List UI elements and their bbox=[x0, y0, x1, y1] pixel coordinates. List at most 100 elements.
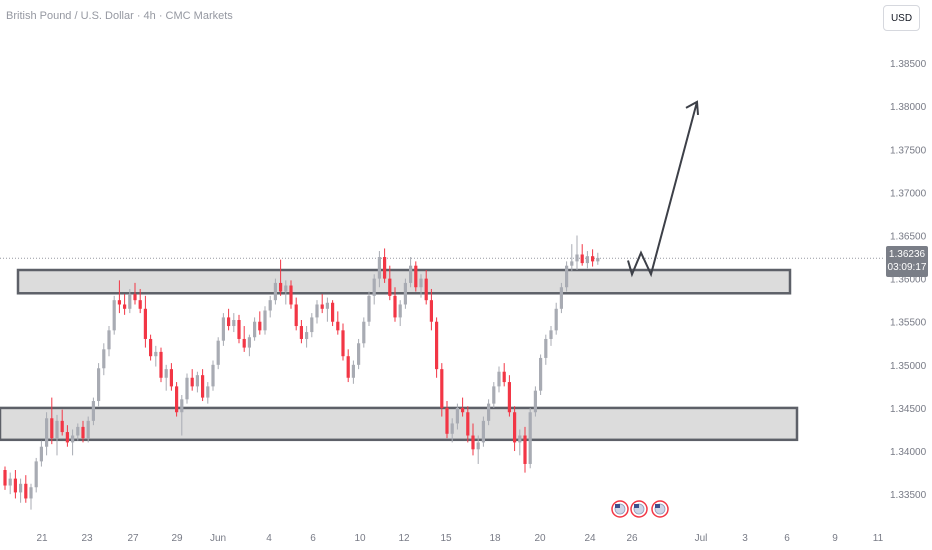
candle-body bbox=[211, 364, 215, 387]
candle-body bbox=[13, 478, 17, 493]
candle-body bbox=[377, 257, 381, 279]
candle-body bbox=[50, 418, 54, 439]
projection-arrow-head bbox=[685, 100, 699, 115]
candle-body bbox=[596, 257, 600, 262]
candle-body bbox=[383, 257, 387, 279]
bar-countdown: 03:09:17 bbox=[887, 262, 927, 273]
candle-body bbox=[331, 302, 335, 322]
candle-body bbox=[206, 386, 210, 398]
candle-body bbox=[450, 423, 454, 434]
y-tick-label: 1.34000 bbox=[890, 447, 927, 458]
candle-body bbox=[471, 435, 475, 450]
x-tick-label: 12 bbox=[398, 533, 410, 544]
chart-title: British Pound / U.S. Dollar · 4h · CMC M… bbox=[6, 10, 233, 22]
x-tick-label: 18 bbox=[489, 533, 501, 544]
candle-body bbox=[565, 265, 569, 288]
candle-body bbox=[367, 295, 371, 322]
candle-body bbox=[24, 483, 28, 499]
candle-body bbox=[19, 483, 23, 493]
x-tick-label: 20 bbox=[534, 533, 546, 544]
candle-body bbox=[175, 386, 179, 413]
x-tick-label: 24 bbox=[584, 533, 596, 544]
x-tick-label: Jul bbox=[695, 533, 708, 544]
candle-body bbox=[570, 261, 574, 266]
candle-body bbox=[164, 369, 168, 378]
candle-body bbox=[357, 343, 361, 365]
candle-body bbox=[133, 294, 137, 301]
candle-body bbox=[528, 412, 532, 464]
x-tick-label: 26 bbox=[626, 533, 638, 544]
x-tick-label: 10 bbox=[354, 533, 366, 544]
y-tick-label: 1.38500 bbox=[890, 59, 927, 70]
candle-body bbox=[117, 300, 121, 305]
candle-body bbox=[97, 368, 101, 402]
candle-body bbox=[315, 304, 319, 318]
candle-body bbox=[227, 317, 231, 327]
currency-button[interactable]: USD bbox=[883, 5, 920, 31]
y-tick-label: 1.37000 bbox=[890, 188, 927, 199]
y-tick-label: 1.36000 bbox=[890, 275, 927, 286]
candle-body bbox=[221, 317, 225, 341]
candle-body bbox=[325, 302, 329, 309]
candle-body bbox=[487, 403, 491, 421]
x-tick-label: 29 bbox=[171, 533, 183, 544]
projection-arrow bbox=[627, 101, 698, 278]
candle-body bbox=[39, 446, 43, 462]
us-flag-icon bbox=[651, 500, 669, 518]
candle-body bbox=[185, 377, 189, 400]
candle-body bbox=[523, 435, 527, 464]
candle-body bbox=[253, 321, 257, 338]
us-flag-icon bbox=[630, 500, 648, 518]
last-price-tag: 1.36236 03:09:17 bbox=[886, 246, 928, 277]
candle-body bbox=[29, 487, 33, 499]
x-tick-label: 3 bbox=[742, 533, 748, 544]
y-tick-label: 1.34500 bbox=[890, 404, 927, 415]
candle-body bbox=[336, 321, 340, 331]
candle-body bbox=[190, 377, 194, 387]
candle-body bbox=[554, 308, 558, 331]
x-tick-label: Jun bbox=[210, 533, 226, 544]
last-price-value: 1.36236 bbox=[888, 249, 926, 260]
candle-body bbox=[232, 320, 236, 327]
candle-body bbox=[123, 304, 127, 309]
candle-body bbox=[518, 435, 522, 443]
candle-body bbox=[86, 420, 90, 439]
candle-body bbox=[81, 426, 85, 439]
candle-body bbox=[60, 420, 64, 433]
candle-body bbox=[445, 407, 449, 434]
candle-body bbox=[419, 278, 423, 288]
candle-body bbox=[440, 369, 444, 408]
candle-body bbox=[195, 375, 199, 387]
candle-body bbox=[34, 461, 38, 488]
candle-body bbox=[461, 407, 465, 413]
candle-body bbox=[513, 412, 517, 443]
candle-body bbox=[310, 317, 314, 333]
candle-body bbox=[409, 265, 413, 283]
candle-body bbox=[76, 426, 80, 436]
candle-body bbox=[3, 470, 7, 486]
x-tick-label: 9 bbox=[832, 533, 838, 544]
candle-body bbox=[242, 338, 246, 348]
candle-body bbox=[55, 420, 59, 439]
y-tick-label: 1.33500 bbox=[890, 490, 927, 501]
candle-body bbox=[575, 254, 579, 262]
candle-body bbox=[169, 369, 173, 387]
candle-body bbox=[455, 407, 459, 424]
candle-body bbox=[237, 320, 241, 339]
candle-body bbox=[544, 338, 548, 358]
candle-body bbox=[580, 254, 584, 264]
candle-body bbox=[341, 330, 345, 357]
candle-body bbox=[466, 412, 470, 436]
candle-body bbox=[346, 356, 350, 378]
y-tick-label: 1.36500 bbox=[890, 232, 927, 243]
candle-body bbox=[362, 321, 366, 344]
candle-body bbox=[294, 304, 298, 327]
candle-body bbox=[414, 265, 418, 288]
candle-body bbox=[279, 282, 283, 292]
candle-body bbox=[273, 282, 277, 301]
candle-body bbox=[435, 321, 439, 370]
candle-body bbox=[289, 285, 293, 305]
candle-body bbox=[159, 351, 163, 378]
